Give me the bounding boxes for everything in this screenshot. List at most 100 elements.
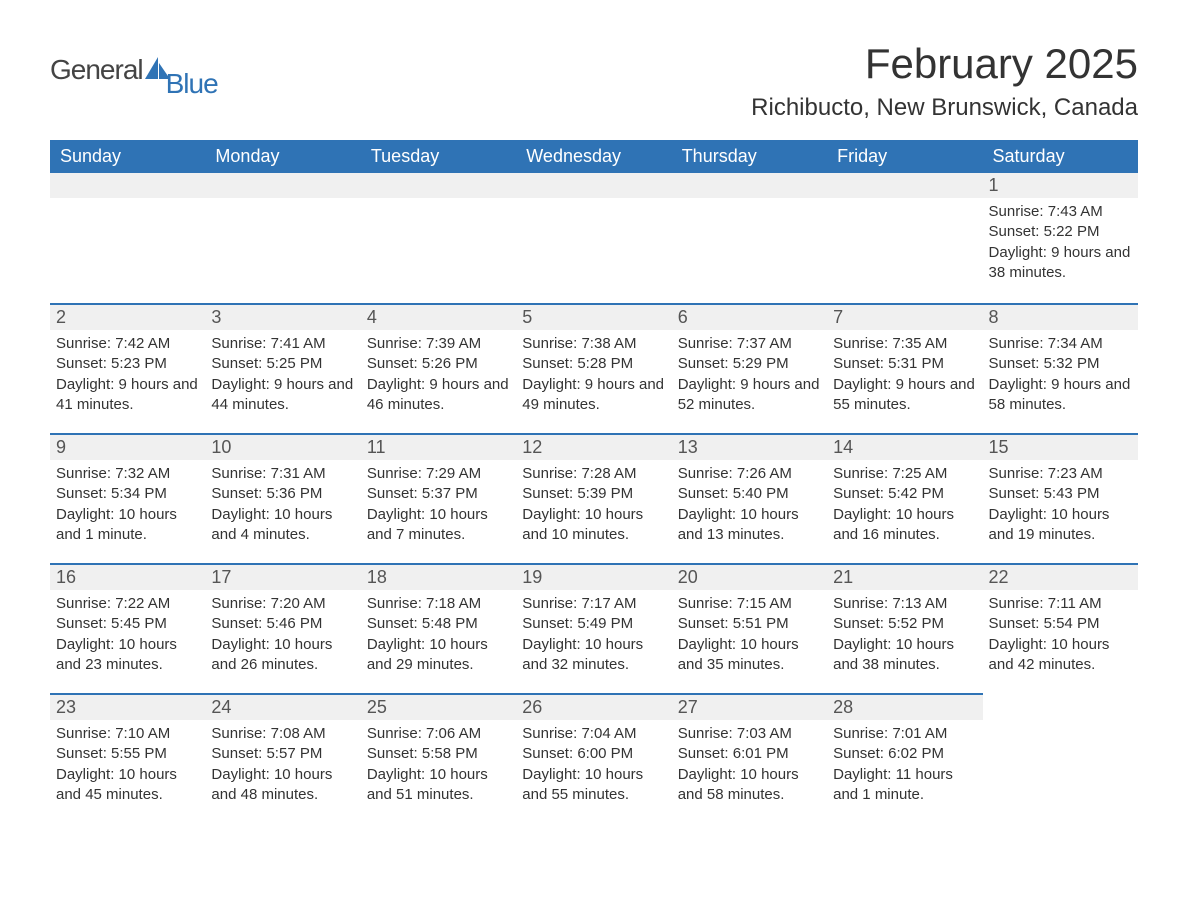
sunrise-line: Sunrise: 7:01 AM [833,724,976,744]
daylight-label: Daylight: [522,376,585,393]
day-number: 14 [827,433,982,460]
calendar-cell: 2Sunrise: 7:42 AMSunset: 5:23 PMDaylight… [50,303,205,433]
daylight-label: Daylight: [211,766,274,783]
empty-day-number [361,173,516,198]
sunrise-label: Sunrise: [211,595,270,612]
day-number: 5 [516,303,671,330]
daylight-label: Daylight: [989,376,1052,393]
sunrise-label: Sunrise: [522,465,581,482]
daylight-label: Daylight: [833,766,896,783]
day-number: 11 [361,433,516,460]
day-cell: 15Sunrise: 7:23 AMSunset: 5:43 PMDayligh… [983,433,1138,555]
sunrise-label: Sunrise: [56,595,115,612]
empty-day-cell [672,173,827,212]
sunset-line: Sunset: 6:02 PM [833,744,976,764]
sunrise-label: Sunrise: [522,335,581,352]
sunset-line: Sunset: 5:45 PM [56,614,199,634]
calendar-cell: 3Sunrise: 7:41 AMSunset: 5:25 PMDaylight… [205,303,360,433]
sunset-line: Sunset: 5:42 PM [833,484,976,504]
daylight-label: Daylight: [211,376,274,393]
daylight-line: Daylight: 10 hours and 58 minutes. [678,765,821,806]
sunset-label: Sunset: [522,615,577,632]
sunrise-line: Sunrise: 7:32 AM [56,464,199,484]
sunset-line: Sunset: 5:58 PM [367,744,510,764]
sunrise-line: Sunrise: 7:10 AM [56,724,199,744]
sunset-value: 5:28 PM [577,355,633,372]
sunrise-label: Sunrise: [367,595,426,612]
daylight-label: Daylight: [211,506,274,523]
empty-day-number [827,173,982,198]
empty-day-cell [827,173,982,212]
sunrise-value: 7:01 AM [892,725,947,742]
sunset-label: Sunset: [833,355,888,372]
sunset-line: Sunset: 5:22 PM [989,222,1132,242]
sunset-value: 5:48 PM [422,615,478,632]
day-number: 10 [205,433,360,460]
calendar-header-cell: Tuesday [361,140,516,173]
daylight-line: Daylight: 10 hours and 4 minutes. [211,505,354,546]
logo-word-general: General [50,54,143,86]
sunrise-value: 7:41 AM [271,335,326,352]
location: Richibucto, New Brunswick, Canada [751,94,1138,122]
day-cell: 25Sunrise: 7:06 AMSunset: 5:58 PMDayligh… [361,693,516,815]
daylight-line: Daylight: 10 hours and 13 minutes. [678,505,821,546]
daylight-label: Daylight: [833,506,896,523]
sunrise-line: Sunrise: 7:18 AM [367,594,510,614]
day-cell: 12Sunrise: 7:28 AMSunset: 5:39 PMDayligh… [516,433,671,555]
day-number: 23 [50,693,205,720]
sunset-line: Sunset: 5:26 PM [367,354,510,374]
sunset-line: Sunset: 5:49 PM [522,614,665,634]
daylight-label: Daylight: [522,766,585,783]
sunset-line: Sunset: 5:23 PM [56,354,199,374]
calendar-body: 1Sunrise: 7:43 AMSunset: 5:22 PMDaylight… [50,173,1138,823]
sunset-line: Sunset: 5:43 PM [989,484,1132,504]
calendar-cell: 28Sunrise: 7:01 AMSunset: 6:02 PMDayligh… [827,693,982,823]
daylight-label: Daylight: [367,636,430,653]
day-cell: 1Sunrise: 7:43 AMSunset: 5:22 PMDaylight… [983,173,1138,293]
sunrise-value: 7:08 AM [271,725,326,742]
sunset-line: Sunset: 5:36 PM [211,484,354,504]
sunrise-label: Sunrise: [678,725,737,742]
calendar-cell [361,173,516,303]
sunrise-line: Sunrise: 7:22 AM [56,594,199,614]
daylight-line: Daylight: 10 hours and 10 minutes. [522,505,665,546]
sunset-value: 5:52 PM [888,615,944,632]
calendar-week-row: 23Sunrise: 7:10 AMSunset: 5:55 PMDayligh… [50,693,1138,823]
sunrise-line: Sunrise: 7:13 AM [833,594,976,614]
calendar-cell: 16Sunrise: 7:22 AMSunset: 5:45 PMDayligh… [50,563,205,693]
calendar-header-cell: Saturday [983,140,1138,173]
calendar-cell: 14Sunrise: 7:25 AMSunset: 5:42 PMDayligh… [827,433,982,563]
daylight-label: Daylight: [678,766,741,783]
daylight-line: Daylight: 9 hours and 55 minutes. [833,375,976,416]
sunrise-label: Sunrise: [678,465,737,482]
empty-day-cell [516,173,671,212]
sunset-line: Sunset: 5:39 PM [522,484,665,504]
sunset-value: 5:39 PM [577,485,633,502]
day-cell: 5Sunrise: 7:38 AMSunset: 5:28 PMDaylight… [516,303,671,425]
sunrise-value: 7:43 AM [1048,203,1103,220]
sunrise-value: 7:20 AM [271,595,326,612]
sunset-label: Sunset: [522,745,577,762]
sunrise-value: 7:37 AM [737,335,792,352]
day-number: 22 [983,563,1138,590]
sunset-line: Sunset: 5:52 PM [833,614,976,634]
sunrise-value: 7:06 AM [426,725,481,742]
empty-day-cell [361,173,516,212]
sunrise-line: Sunrise: 7:34 AM [989,334,1132,354]
empty-day-number [50,173,205,198]
calendar-cell: 11Sunrise: 7:29 AMSunset: 5:37 PMDayligh… [361,433,516,563]
calendar-cell: 18Sunrise: 7:18 AMSunset: 5:48 PMDayligh… [361,563,516,693]
daylight-label: Daylight: [678,506,741,523]
sunset-label: Sunset: [56,615,111,632]
sunrise-label: Sunrise: [833,725,892,742]
empty-day-number [516,173,671,198]
sunrise-line: Sunrise: 7:11 AM [989,594,1132,614]
sunrise-line: Sunrise: 7:20 AM [211,594,354,614]
daylight-line: Daylight: 10 hours and 48 minutes. [211,765,354,806]
sunset-value: 5:36 PM [266,485,322,502]
month-title: February 2025 [751,40,1138,88]
daylight-line: Daylight: 10 hours and 51 minutes. [367,765,510,806]
day-cell: 3Sunrise: 7:41 AMSunset: 5:25 PMDaylight… [205,303,360,425]
sunset-label: Sunset: [367,745,422,762]
sunrise-line: Sunrise: 7:08 AM [211,724,354,744]
